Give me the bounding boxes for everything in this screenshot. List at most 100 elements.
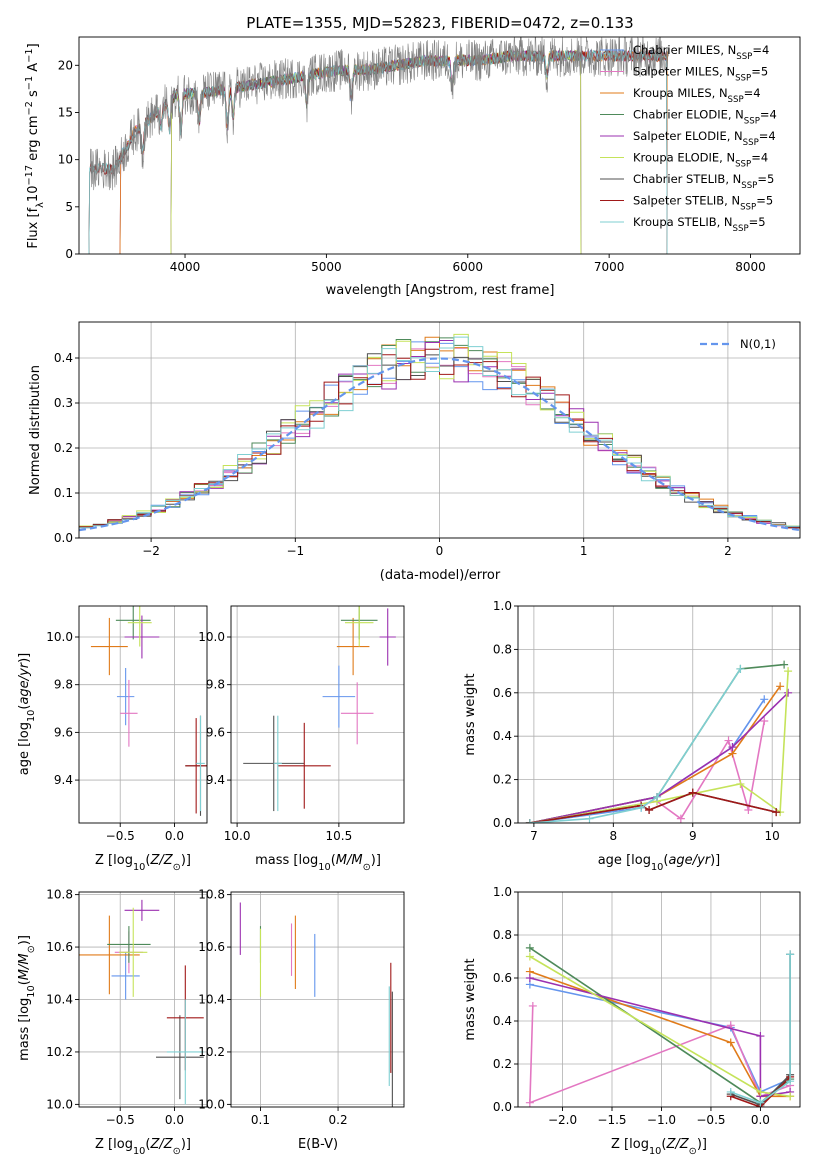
x-axis-label: Z [log10(Z/Z⊙)] bbox=[95, 853, 191, 873]
y-tick-label: 10 bbox=[58, 153, 73, 167]
axes-frame-age-vs-mass bbox=[230, 605, 405, 824]
y-axis-label: mass weight bbox=[463, 673, 478, 755]
weight-marker bbox=[772, 808, 781, 817]
weight-line-kroupa-stelib bbox=[529, 668, 742, 823]
errorbar-kroupa-stelib bbox=[166, 999, 204, 1105]
y-tick-label: 10.4 bbox=[46, 993, 73, 1007]
y-tick-label: 10.2 bbox=[46, 1045, 73, 1059]
weight-marker bbox=[525, 1098, 534, 1107]
weight-line-salpeter-elodie bbox=[529, 692, 789, 823]
x-tick-label: −2 bbox=[142, 544, 160, 558]
errorbar-chabrier-elodie bbox=[107, 926, 151, 963]
y-tick-label: 0.1 bbox=[54, 486, 73, 500]
legend-entry: Chabrier ELODIE, NSSP=4 bbox=[633, 108, 777, 127]
x-tick-label: 0 bbox=[436, 544, 444, 558]
errorbar-kroupa-miles bbox=[90, 617, 128, 676]
plot-area-residuals bbox=[79, 322, 800, 538]
chart-spectrum: 4000 5000 6000 7000 8000 0 5 10 15 20 Chabrier MIL… bbox=[58, 36, 801, 274]
y-axis-label: age [log10(age/yr)] bbox=[17, 653, 37, 776]
x-tick-label: 0.2 bbox=[329, 1113, 348, 1127]
weight-marker bbox=[786, 1092, 795, 1101]
x-tick-label: 6000 bbox=[453, 260, 484, 274]
axes-frame-age-vs-Z bbox=[78, 605, 208, 824]
chart-age-vs-Z: −0.5 0.0 9.4 9.6 9.8 10.0 bbox=[46, 605, 208, 843]
legend-entry: Salpeter STELIB, NSSP=5 bbox=[633, 194, 773, 213]
errorbar-salpeter-elodie bbox=[124, 899, 160, 921]
weight-marker bbox=[784, 667, 793, 676]
x-tick-label: −1 bbox=[286, 544, 304, 558]
errorbar-salpeter-stelib bbox=[277, 722, 331, 809]
axes-frame-weight-vs-age bbox=[517, 605, 801, 824]
chart-mass-vs-EBV: 0.1 0.2 10.0 10.2 10.4 10.6 10.8 bbox=[198, 888, 405, 1127]
observed-spectrum bbox=[90, 37, 669, 191]
y-tick-label: 0.6 bbox=[493, 686, 512, 700]
chart-age-vs-mass: 10.0 10.5 9.4 9.6 9.8 10.0 bbox=[198, 605, 405, 843]
y-tick-label: 9.4 bbox=[206, 773, 225, 787]
weight-marker bbox=[756, 1098, 765, 1107]
legend-entry: Kroupa ELODIE, NSSP=4 bbox=[633, 151, 768, 170]
x-tick-label: −0.5 bbox=[696, 1113, 725, 1127]
x-axis-label: mass [log10(M/M⊙)] bbox=[255, 853, 381, 873]
y-tick-label: 0.8 bbox=[493, 642, 512, 656]
y-tick-label: 10.6 bbox=[198, 940, 225, 954]
x-tick-label: −2.0 bbox=[548, 1113, 577, 1127]
weight-marker bbox=[645, 805, 654, 814]
errorbar-salpeter-elodie bbox=[379, 608, 396, 666]
errorbar-salpeter-stelib bbox=[185, 718, 207, 814]
y-tick-label: 9.6 bbox=[206, 725, 225, 739]
errorbar-salpeter-elodie bbox=[124, 615, 160, 659]
weight-marker bbox=[525, 819, 534, 823]
errorbar-chabrier-elodie bbox=[115, 606, 151, 640]
y-tick-label: 0.4 bbox=[493, 729, 512, 743]
y-tick-label: 10.4 bbox=[198, 993, 225, 1007]
plot-area-weight-vs-Z bbox=[518, 892, 800, 1107]
errorbar-salpeter-miles bbox=[120, 679, 138, 747]
weight-line-kroupa-miles bbox=[529, 970, 791, 1098]
x-tick-label: 0.0 bbox=[165, 829, 184, 843]
y-tick-label: 5 bbox=[65, 200, 73, 214]
errorbar-chabrier-miles bbox=[116, 668, 135, 726]
x-axis-label: E(B-V) bbox=[298, 1137, 338, 1152]
y-tick-label: 0.6 bbox=[493, 971, 512, 985]
y-tick-label: 0.3 bbox=[54, 396, 73, 410]
weight-marker bbox=[760, 695, 769, 704]
y-tick-label: 0.0 bbox=[493, 1100, 512, 1114]
x-axis-label: Z [log10(Z/Z⊙)] bbox=[95, 1137, 191, 1157]
weight-marker bbox=[784, 688, 793, 697]
legend-entry: Chabrier MILES, NSSP=4 bbox=[633, 43, 769, 62]
x-tick-label: 10.5 bbox=[326, 829, 353, 843]
y-tick-label: 10.6 bbox=[46, 940, 73, 954]
x-tick-label: 4000 bbox=[170, 260, 201, 274]
weight-marker bbox=[585, 814, 594, 823]
weight-marker bbox=[525, 952, 534, 961]
y-tick-label: 0.0 bbox=[493, 816, 512, 830]
y-axis-label: Normed distribution bbox=[28, 365, 43, 495]
errorbar-kroupa-elodie bbox=[344, 606, 374, 647]
y-tick-label: 1.0 bbox=[493, 885, 512, 899]
weight-marker bbox=[786, 950, 795, 959]
weight-marker bbox=[756, 1032, 765, 1041]
y-tick-label: 20 bbox=[58, 58, 73, 72]
plot-area-age-vs-mass bbox=[231, 606, 404, 823]
errorbar-kroupa-elodie bbox=[127, 606, 152, 647]
x-tick-label: 10.0 bbox=[224, 829, 251, 843]
weight-marker bbox=[724, 736, 733, 745]
x-tick-label: 0.1 bbox=[251, 1113, 270, 1127]
errorbar-kroupa-stelib bbox=[273, 715, 282, 812]
y-tick-label: 10.0 bbox=[198, 630, 225, 644]
errorbar-chabrier-stelib bbox=[156, 1015, 204, 1100]
legend-entry: Salpeter MILES, NSSP=5 bbox=[633, 65, 768, 84]
x-tick-label: 8000 bbox=[735, 260, 766, 274]
x-tick-label: −1.5 bbox=[597, 1113, 626, 1127]
errorbar-kroupa-miles bbox=[79, 915, 140, 995]
weight-marker bbox=[756, 1087, 765, 1096]
weight-marker bbox=[528, 1001, 537, 1010]
y-tick-label: 9.6 bbox=[54, 725, 73, 739]
errorbar-kroupa-miles bbox=[336, 617, 370, 676]
x-tick-label: 9 bbox=[689, 829, 697, 843]
x-tick-label: −0.5 bbox=[106, 829, 135, 843]
weight-marker bbox=[637, 803, 646, 812]
weight-marker bbox=[760, 717, 769, 726]
weight-line-salpeter-miles bbox=[529, 1005, 791, 1104]
